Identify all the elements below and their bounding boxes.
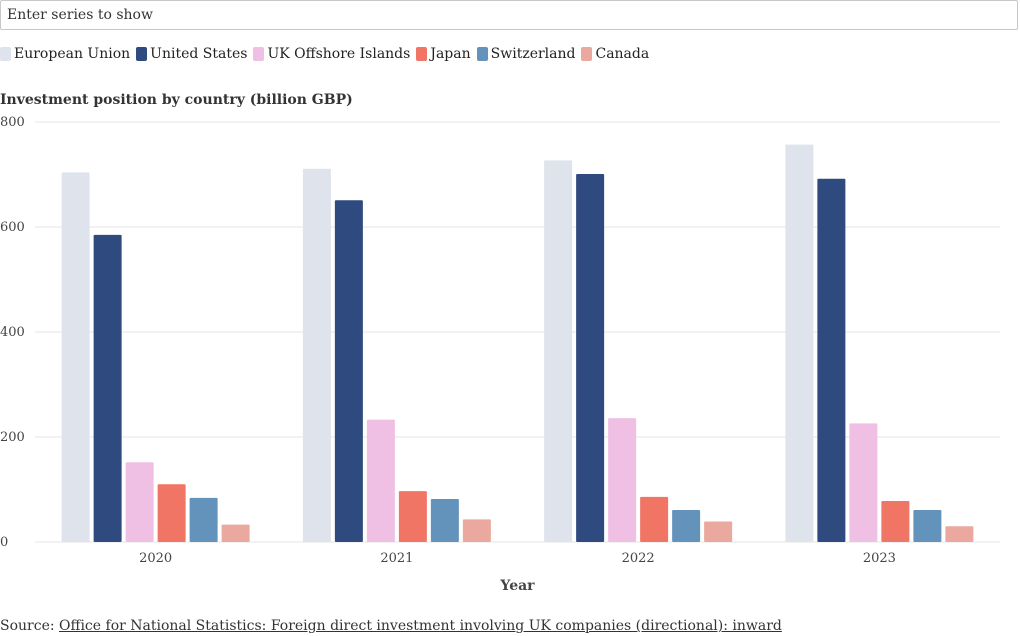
bar bbox=[913, 509, 942, 542]
bar bbox=[881, 501, 910, 542]
bar-chart: 0 200 400 600 800 2020 2021 2022 2023 Year bbox=[0, 115, 1000, 594]
y-tick-label: 600 bbox=[0, 220, 25, 235]
legend-swatch bbox=[253, 47, 265, 61]
bar bbox=[817, 178, 846, 542]
bar bbox=[302, 168, 331, 542]
bar bbox=[462, 519, 491, 542]
legend-swatch bbox=[476, 47, 488, 61]
legend-swatch bbox=[0, 47, 11, 61]
legend-swatch bbox=[581, 47, 593, 61]
legend-label: United States bbox=[150, 46, 248, 62]
series-search-input[interactable] bbox=[0, 0, 1018, 30]
y-tick-label: 400 bbox=[0, 325, 25, 340]
x-axis-title: Year bbox=[499, 578, 535, 594]
legend-label: European Union bbox=[14, 46, 131, 62]
bar bbox=[785, 144, 814, 542]
bar bbox=[704, 521, 733, 542]
bar bbox=[334, 200, 363, 542]
x-tick-label: 2020 bbox=[139, 551, 172, 566]
bar bbox=[221, 524, 250, 542]
legend-swatch bbox=[416, 47, 428, 61]
bar bbox=[576, 173, 605, 542]
bar bbox=[544, 160, 573, 542]
legend-item[interactable]: Switzerland bbox=[476, 46, 576, 62]
bar bbox=[157, 484, 186, 542]
legend-label: Canada bbox=[595, 46, 650, 62]
bar bbox=[366, 419, 395, 542]
bar bbox=[430, 498, 459, 542]
x-tick-label: 2021 bbox=[380, 551, 413, 566]
bar bbox=[61, 172, 90, 542]
y-tick-label: 200 bbox=[0, 430, 25, 445]
legend: European Union United States UK Offshore I… bbox=[0, 46, 655, 62]
bar bbox=[125, 462, 154, 542]
legend-item[interactable]: United States bbox=[136, 46, 247, 62]
bar bbox=[93, 234, 122, 542]
bar bbox=[849, 423, 878, 542]
source-note: Source: Office for National Statistics: … bbox=[0, 618, 782, 634]
legend-item[interactable]: Japan bbox=[416, 46, 471, 62]
bar bbox=[189, 497, 218, 542]
bar bbox=[945, 526, 974, 542]
legend-item[interactable]: UK Offshore Islands bbox=[253, 46, 410, 62]
bar bbox=[640, 496, 669, 542]
x-tick-label: 2023 bbox=[863, 551, 896, 566]
legend-item[interactable]: Canada bbox=[581, 46, 649, 62]
bar bbox=[398, 491, 427, 542]
legend-label: Japan bbox=[430, 46, 471, 62]
x-tick-label: 2022 bbox=[622, 551, 655, 566]
y-tick-label: 0 bbox=[0, 535, 8, 550]
legend-item[interactable]: European Union bbox=[0, 46, 130, 62]
y-tick-label: 800 bbox=[0, 115, 25, 130]
source-link[interactable]: Office for National Statistics: Foreign … bbox=[59, 618, 782, 634]
chart-title: Investment position by country (billion … bbox=[0, 92, 353, 108]
legend-label: Switzerland bbox=[490, 46, 576, 62]
legend-label: UK Offshore Islands bbox=[267, 46, 411, 62]
bar bbox=[608, 418, 637, 542]
bar bbox=[672, 509, 701, 542]
legend-swatch bbox=[136, 47, 148, 61]
source-prefix: Source: bbox=[0, 618, 60, 634]
